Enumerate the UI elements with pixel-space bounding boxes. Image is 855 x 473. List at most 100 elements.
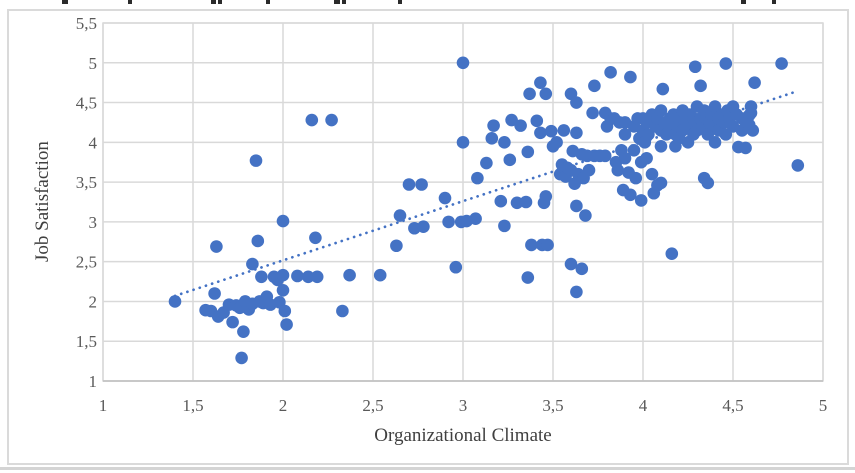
data-point (449, 260, 463, 274)
x-tick-label: 4,5 (722, 396, 743, 415)
y-tick-label: 1 (89, 372, 98, 391)
data-point (701, 176, 715, 190)
clipped-text-mark (342, 0, 346, 4)
data-point (582, 163, 596, 177)
data-point (525, 238, 538, 252)
x-tick-label: 4 (639, 396, 648, 415)
clipped-text-mark (334, 0, 340, 4)
x-tick-label: 1,5 (182, 396, 203, 415)
chart-outer-border (7, 9, 849, 465)
x-tick-label: 3 (459, 396, 468, 415)
data-point (564, 257, 578, 271)
y-tick-label: 5 (89, 54, 98, 73)
y-tick-label: 2 (89, 292, 98, 311)
clipped-text-mark (266, 0, 270, 4)
x-tick-label: 2,5 (362, 396, 383, 415)
data-point (208, 287, 221, 300)
data-point (498, 136, 511, 149)
y-tick-label: 3,5 (76, 173, 97, 192)
data-point (744, 106, 758, 120)
data-point (280, 318, 293, 331)
data-point (746, 124, 760, 137)
data-point (373, 268, 387, 282)
clipped-text-mark (62, 0, 68, 4)
data-point (570, 96, 583, 109)
data-point (325, 113, 338, 127)
data-point (494, 194, 508, 208)
data-point (336, 304, 349, 318)
data-point (579, 209, 592, 222)
data-point (480, 156, 493, 170)
x-axis-title: Organizational Climate (374, 425, 552, 446)
data-point (246, 257, 259, 271)
data-point (748, 76, 761, 89)
data-point (255, 270, 268, 284)
data-point (393, 209, 407, 222)
x-tick-label: 1 (99, 396, 108, 415)
data-point (498, 219, 511, 233)
data-point (305, 113, 319, 127)
data-point (539, 190, 553, 203)
data-point (276, 284, 290, 297)
data-point (654, 140, 668, 153)
data-point (276, 214, 290, 228)
data-point (505, 113, 518, 127)
data-point (654, 104, 668, 117)
data-point (237, 325, 250, 338)
data-point (510, 196, 524, 210)
data-point (539, 87, 553, 101)
clipped-text-mark (398, 0, 402, 4)
y-tick-label: 1,5 (76, 332, 97, 351)
data-point (640, 151, 653, 165)
x-tick-label: 5 (819, 396, 828, 415)
data-point (604, 66, 617, 79)
data-point (251, 234, 265, 248)
data-point (534, 126, 547, 140)
data-point (514, 119, 527, 132)
data-point (550, 136, 563, 149)
clipped-text-mark (741, 0, 746, 4)
data-point (291, 269, 304, 283)
data-point (415, 178, 428, 191)
data-point (210, 240, 223, 253)
data-point (402, 178, 416, 191)
clipped-text-mark (772, 0, 776, 4)
data-point (530, 114, 544, 128)
data-point (586, 106, 599, 120)
data-point (629, 171, 643, 185)
clipped-text-mark (218, 0, 222, 4)
data-point (654, 176, 668, 190)
x-tick-label: 2 (279, 396, 288, 415)
data-point (575, 262, 589, 276)
data-point (523, 87, 536, 101)
data-point (739, 141, 752, 155)
y-axis-title: Job Satisfaction (32, 141, 53, 263)
data-point (276, 268, 290, 282)
data-point (456, 136, 470, 149)
data-point (570, 285, 583, 299)
y-tick-label: 3 (89, 213, 98, 232)
y-tick-label: 4,5 (76, 94, 97, 113)
data-point (611, 163, 625, 177)
data-point (618, 128, 632, 141)
data-point (442, 215, 455, 229)
data-point (310, 270, 324, 284)
y-tick-label: 5,5 (76, 14, 97, 33)
data-point (309, 231, 322, 245)
data-point (521, 145, 535, 159)
data-point (226, 315, 239, 329)
data-point (618, 151, 632, 165)
y-tick-label: 4 (89, 133, 98, 152)
data-point (645, 167, 659, 181)
data-point (485, 132, 499, 145)
data-point (656, 82, 670, 96)
data-point (570, 126, 583, 140)
data-point (634, 194, 648, 207)
data-point (469, 212, 482, 226)
data-point (624, 70, 637, 84)
y-tick-label: 2,5 (76, 253, 97, 272)
data-point (775, 57, 788, 70)
data-point (627, 143, 641, 157)
data-point (503, 153, 517, 167)
